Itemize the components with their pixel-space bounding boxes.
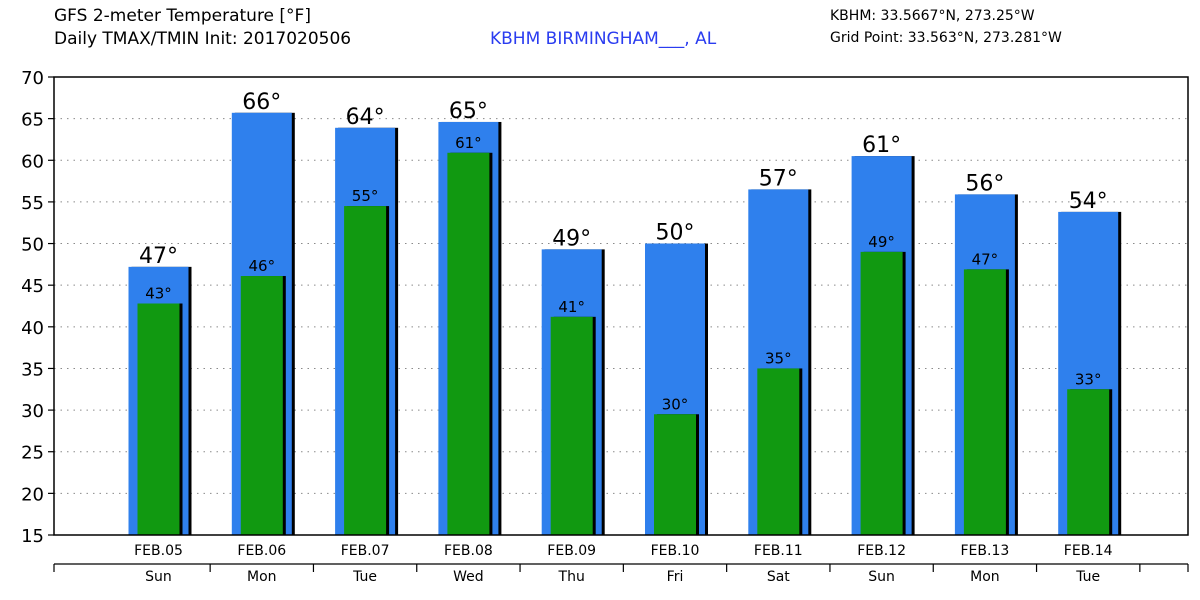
y-tick-label: 50 (21, 235, 44, 256)
y-tick-label: 15 (21, 526, 44, 547)
tmin-bar (240, 276, 283, 535)
day-label: Sun (145, 569, 172, 585)
tmax-label: 50° (656, 221, 695, 246)
day-label: Thu (558, 569, 585, 585)
tmax-label: 57° (759, 166, 798, 191)
day-label: Fri (667, 569, 684, 585)
y-tick-label: 55 (21, 193, 44, 214)
tmin-bar (137, 303, 180, 535)
chart-subtitle: Daily TMAX/TMIN Init: 2017020506 (54, 29, 352, 49)
y-tick-label: 20 (21, 484, 44, 505)
station-name: KBHM BIRMINGHAM___, AL (490, 29, 717, 49)
bars (128, 112, 1122, 536)
tmin-bar (344, 206, 387, 535)
tmin-bar (963, 269, 1006, 535)
bar-labels: 47° 43° 66° 46° 64° 55° 65° 61° 49° 41° 50° 30° 57° 3… (139, 90, 1108, 413)
plot-frame (53, 76, 1189, 536)
x-tick-label: FEB.11 (754, 543, 803, 559)
x-tick-label: FEB.06 (237, 543, 286, 559)
tmin-label: 55° (352, 187, 379, 205)
tmin-label: 35° (765, 349, 792, 367)
x-tick-label: FEB.13 (961, 543, 1010, 559)
tmin-label: 33° (1075, 370, 1102, 388)
day-label: Tue (352, 569, 377, 585)
tmin-label: 43° (145, 285, 172, 303)
y-tick-label: 65 (21, 110, 44, 131)
tmin-label: 61° (455, 134, 482, 152)
tmin-bar (447, 152, 490, 535)
tmax-label: 65° (449, 99, 488, 124)
x-tick-label: FEB.07 (341, 543, 390, 559)
day-label: Wed (453, 569, 484, 585)
tmin-bar (654, 414, 696, 535)
tmax-label: 54° (1069, 189, 1108, 214)
grid-point-coordinates: Grid Point: 33.563°N, 273.281°W (830, 30, 1062, 46)
x-tick-label: FEB.12 (857, 543, 906, 559)
tmin-label: 46° (249, 257, 276, 275)
tmax-label: 49° (552, 226, 591, 251)
day-label: Tue (1075, 569, 1100, 585)
day-label: Mon (970, 569, 1000, 585)
chart-title: GFS 2-meter Temperature [°F] (54, 6, 311, 26)
tmin-label: 49° (868, 233, 895, 251)
y-tick-label: 25 (21, 443, 44, 464)
tmin-bar (860, 251, 903, 535)
tmin-label: 47° (972, 250, 999, 268)
tmax-label: 56° (965, 171, 1004, 196)
x-tick-label: FEB.14 (1064, 543, 1113, 559)
day-label: Mon (247, 569, 277, 585)
y-tick-label: 35 (21, 359, 44, 380)
x-tick-label: FEB.10 (651, 543, 700, 559)
tmin-bar (550, 316, 593, 535)
x-tick-label: FEB.09 (547, 543, 596, 559)
tmax-label: 66° (242, 90, 281, 115)
tmin-label: 41° (558, 298, 585, 316)
y-tick-label: 40 (21, 318, 44, 339)
y-tick-label: 60 (21, 151, 44, 172)
day-label: Sun (868, 569, 895, 585)
x-tick-label: FEB.05 (134, 543, 183, 559)
tmin-bar (1067, 389, 1110, 535)
tmax-label: 61° (862, 133, 901, 158)
axes: 15 20 25 30 35 40 45 50 55 60 65 70 FEB.05 Sun FEB.06 M… (21, 68, 1189, 585)
tmax-label: 47° (139, 244, 178, 269)
station-coordinates: KBHM: 33.5667°N, 273.25°W (830, 8, 1035, 24)
y-tick-label: 30 (21, 401, 44, 422)
day-label: Sat (767, 569, 790, 585)
tmax-label: 64° (346, 105, 385, 130)
y-tick-label: 70 (21, 68, 44, 89)
y-tick-label: 45 (21, 276, 44, 297)
tmin-label: 30° (662, 395, 689, 413)
tmin-bar (757, 368, 800, 535)
x-tick-label: FEB.08 (444, 543, 493, 559)
